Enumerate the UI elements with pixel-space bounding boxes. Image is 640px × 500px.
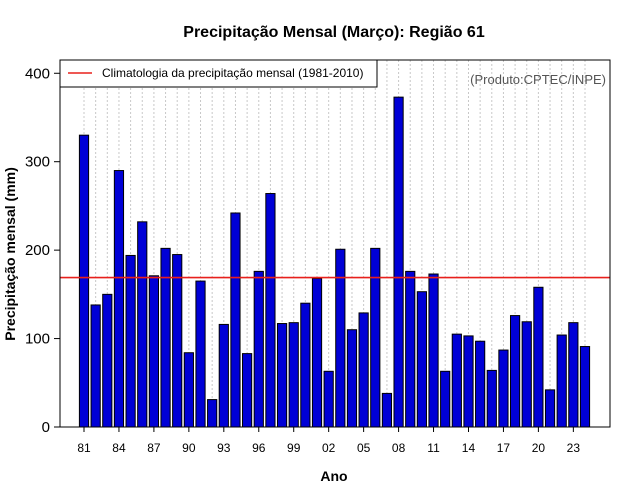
- bar-1985: [125, 254, 136, 428]
- bar-1999: [288, 322, 299, 428]
- x-tick-label: 17: [497, 441, 511, 455]
- x-tick-label: 93: [217, 441, 231, 455]
- bar-2004: [346, 329, 358, 428]
- legend-climatology-label: Climatologia da precipitação mensal (198…: [102, 66, 363, 80]
- x-tick-label: 99: [287, 441, 301, 455]
- x-tick-label: 20: [532, 441, 546, 455]
- grid-lines: [83, 60, 586, 427]
- bar-2003: [335, 248, 346, 428]
- y-tick-label: 0: [42, 419, 50, 436]
- bar-2008: [393, 96, 404, 428]
- x-tick-label: 96: [252, 441, 266, 455]
- bar-2017: [498, 349, 509, 428]
- bar-1997: [265, 193, 276, 428]
- bar-1996: [253, 270, 264, 428]
- bar-2001: [311, 277, 323, 428]
- bar-1990: [183, 352, 194, 428]
- bar-2016: [486, 369, 497, 428]
- x-tick-label: 84: [112, 441, 126, 455]
- bar-2011: [428, 273, 439, 428]
- bar-1987: [148, 275, 160, 428]
- x-tick-label: 05: [357, 441, 371, 455]
- x-tick-label: 87: [147, 441, 161, 455]
- y-axis-label: Precipitação mensal (mm): [2, 167, 18, 341]
- y-tick-label: 300: [25, 154, 50, 171]
- y-axis: 0 100 200 300 400: [25, 65, 60, 436]
- bar-1988: [160, 247, 171, 428]
- legend-box: [59, 59, 378, 88]
- bar-2002: [323, 370, 334, 428]
- bar-2024: [579, 346, 591, 428]
- bar-2018: [509, 315, 521, 428]
- bar-2010: [416, 291, 427, 428]
- x-tick-label: 14: [462, 441, 476, 455]
- bars: [78, 96, 591, 428]
- bar-1993: [218, 323, 229, 428]
- x-tick-label: 90: [182, 441, 196, 455]
- bar-1986: [137, 221, 148, 428]
- bar-1998: [276, 323, 288, 428]
- bar-2022: [556, 334, 567, 428]
- bar-1981: [78, 134, 90, 428]
- bar-2012: [440, 370, 451, 428]
- y-tick-label: 200: [25, 242, 50, 259]
- bar-2013: [451, 333, 462, 428]
- bar-1984: [113, 170, 125, 428]
- x-tick-label: 81: [77, 441, 91, 455]
- bar-2007: [381, 392, 393, 428]
- bar-1991: [195, 280, 206, 428]
- bar-2009: [405, 270, 416, 428]
- bar-2000: [300, 302, 311, 428]
- bar-2005: [358, 312, 369, 428]
- x-tick-label: 02: [322, 441, 336, 455]
- source-annotation: (Produto:CPTEC/INPE): [470, 72, 606, 87]
- bar-2020: [533, 286, 544, 428]
- legend: Climatologia da precipitação mensal (198…: [59, 59, 378, 88]
- bar-1995: [242, 353, 253, 428]
- chart-title: Precipitação Mensal (Março): Região 61: [183, 24, 485, 41]
- x-tick-label: 11: [427, 441, 440, 455]
- y-tick-label: 400: [25, 65, 50, 82]
- bar-2015: [475, 340, 486, 428]
- bar-1994: [230, 212, 241, 428]
- bar-2006: [370, 247, 381, 428]
- bar-1992: [207, 399, 218, 428]
- bar-1989: [172, 254, 183, 428]
- bar-1982: [90, 304, 101, 428]
- bar-2023: [568, 322, 579, 428]
- y-tick-label: 100: [25, 331, 50, 348]
- bar-2019: [521, 321, 532, 428]
- x-tick-label: 08: [392, 441, 406, 455]
- x-axis: 81 84 87 90 93 96 99 02 05 08 11 14 17 20 23: [77, 427, 580, 455]
- bar-2014: [463, 335, 474, 428]
- bar-1983: [102, 293, 113, 428]
- x-axis-label: Ano: [320, 468, 347, 484]
- bar-2021: [544, 389, 556, 428]
- x-tick-label: 23: [567, 441, 581, 455]
